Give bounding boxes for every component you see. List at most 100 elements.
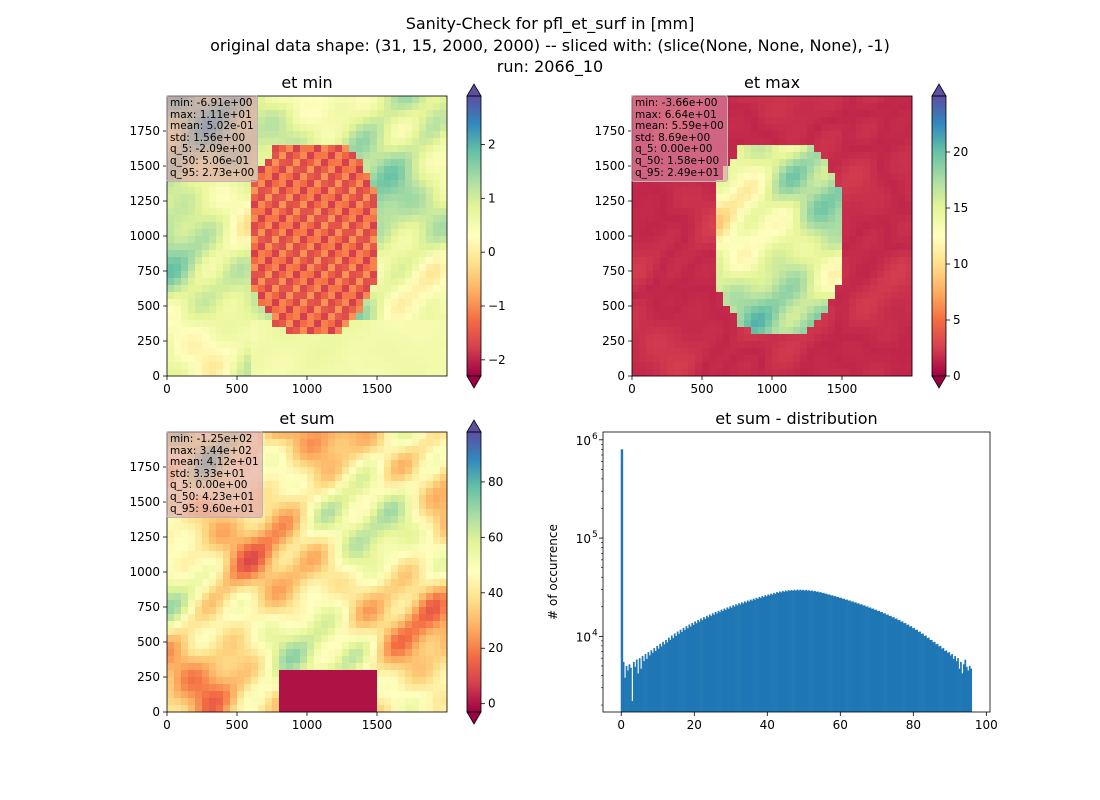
heatmap-cell	[167, 341, 175, 349]
heatmap-cell	[398, 586, 406, 594]
heatmap-cell	[174, 369, 182, 377]
heatmap-cell	[765, 124, 773, 132]
heatmap-cell	[363, 593, 371, 601]
heatmap-cell	[272, 222, 280, 230]
heatmap-cell	[800, 215, 808, 223]
heatmap-cell	[321, 222, 329, 230]
heatmap-cell	[391, 460, 399, 468]
heatmap-cell	[237, 572, 245, 580]
heatmap-cell	[258, 607, 266, 615]
heatmap-cell	[377, 173, 385, 181]
heatmap-cell	[328, 565, 336, 573]
heatmap-cell	[391, 642, 399, 650]
heatmap-cell	[877, 103, 885, 111]
heatmap-cell	[807, 327, 815, 335]
heatmap-cell	[349, 628, 357, 636]
heatmap-cell	[265, 138, 273, 146]
heatmap-cell	[286, 320, 294, 328]
heatmap-cell	[265, 271, 273, 279]
heatmap-cell	[730, 194, 738, 202]
heatmap-cell	[730, 334, 738, 342]
heatmap-cell	[258, 355, 266, 363]
heatmap-cell	[384, 572, 392, 580]
heatmap-cell	[695, 369, 703, 377]
heatmap-cell	[223, 320, 231, 328]
heatmap-cell	[835, 264, 843, 272]
heatmap-cell	[167, 593, 175, 601]
heatmap-cell	[772, 334, 780, 342]
heatmap-cell	[349, 502, 357, 510]
heatmap-cell	[821, 173, 829, 181]
heatmap-cell	[349, 551, 357, 559]
heatmap-cell	[377, 460, 385, 468]
heatmap-cell	[744, 131, 752, 139]
heatmap-cell	[849, 355, 857, 363]
heatmap-cell	[391, 439, 399, 447]
heatmap-cell	[821, 348, 829, 356]
heatmap-cell	[363, 362, 371, 370]
heatmap-cell	[391, 586, 399, 594]
x-tick-label: 1500	[827, 382, 858, 396]
heatmap-cell	[863, 327, 871, 335]
y-tick-label: 1500	[129, 495, 160, 509]
heatmap-cell	[342, 649, 350, 657]
heatmap-cell	[751, 243, 759, 251]
heatmap-cell	[688, 208, 696, 216]
heatmap-cell	[188, 607, 196, 615]
heatmap-cell	[251, 537, 259, 545]
heatmap-cell	[821, 194, 829, 202]
heatmap-cell	[286, 621, 294, 629]
heatmap-cell	[391, 691, 399, 699]
heatmap-cell	[258, 145, 266, 153]
heatmap-cell	[751, 313, 759, 321]
heatmap-cell	[737, 103, 745, 111]
heatmap-cell	[335, 145, 343, 153]
heatmap-cell	[370, 439, 378, 447]
heatmap-cell	[314, 453, 322, 461]
histogram-bar	[641, 656, 644, 712]
heatmap-cell	[639, 306, 647, 314]
heatmap-cell	[856, 250, 864, 258]
heatmap-cell	[398, 103, 406, 111]
heatmap-cell	[835, 292, 843, 300]
heatmap-cell	[265, 278, 273, 286]
heatmap-cell	[758, 110, 766, 118]
heatmap-cell	[167, 649, 175, 657]
heatmap-cell	[419, 313, 427, 321]
heatmap-cell	[279, 159, 287, 167]
heatmap-cell	[391, 656, 399, 664]
heatmap-cell	[758, 145, 766, 153]
heatmap-cell	[349, 271, 357, 279]
heatmap-cell	[370, 642, 378, 650]
heatmap-cell	[202, 292, 210, 300]
histogram-bar	[651, 652, 654, 712]
heatmap-cell	[426, 369, 434, 377]
heatmap-cell	[265, 180, 273, 188]
heatmap-cell	[314, 481, 322, 489]
heatmap-cell	[688, 194, 696, 202]
heatmap-cell	[272, 159, 280, 167]
heatmap-cell	[174, 341, 182, 349]
heatmap-cell	[202, 642, 210, 650]
heatmap-cell	[440, 180, 448, 188]
heatmap-cell	[349, 348, 357, 356]
heatmap-cell	[884, 187, 892, 195]
histogram-bar	[686, 628, 689, 712]
heatmap-cell	[681, 362, 689, 370]
heatmap-cell	[349, 369, 357, 377]
heatmap-cell	[391, 201, 399, 209]
heatmap-cell	[639, 236, 647, 244]
heatmap-cell	[751, 208, 759, 216]
heatmap-cell	[363, 355, 371, 363]
y-tick-label: 750	[137, 264, 160, 278]
heatmap-cell	[772, 341, 780, 349]
heatmap-cell	[272, 551, 280, 559]
heatmap-cell	[272, 166, 280, 174]
heatmap-cell	[265, 656, 273, 664]
heatmap-cell	[286, 684, 294, 692]
heatmap-cell	[370, 124, 378, 132]
heatmap-cell	[314, 152, 322, 160]
heatmap-cell	[681, 327, 689, 335]
heatmap-cell	[758, 159, 766, 167]
heatmap-cell	[272, 96, 280, 104]
